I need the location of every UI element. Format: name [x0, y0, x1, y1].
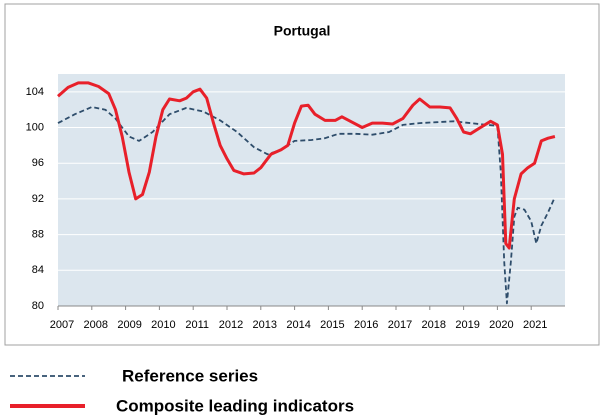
series-line — [57, 106, 556, 305]
y-tick-label: 100 — [26, 121, 44, 133]
x-tick-label: 2014 — [286, 319, 310, 331]
series-line — [57, 81, 556, 250]
x-tick-label: 2019 — [455, 319, 479, 331]
x-tick-label: 2010 — [151, 319, 175, 331]
legend-label: Composite leading indicators — [116, 396, 354, 415]
x-tick-label: 2013 — [253, 319, 277, 331]
x-tick-label: 2011 — [185, 319, 209, 331]
x-tick-label: 2012 — [219, 319, 243, 331]
x-tick-label: 2015 — [320, 319, 344, 331]
chart-title: Portugal — [274, 23, 331, 39]
y-tick-label: 96 — [32, 157, 44, 169]
y-tick-label: 104 — [26, 86, 44, 98]
legend-label: Reference series — [122, 366, 258, 385]
x-tick-label: 2018 — [422, 319, 446, 331]
y-tick-label: 88 — [32, 229, 44, 241]
x-tick-label: 2009 — [117, 319, 141, 331]
x-tick-label: 2017 — [388, 319, 412, 331]
x-tick-label: 2016 — [354, 319, 378, 331]
x-tick-label: 2007 — [50, 319, 74, 331]
y-tick-label: 84 — [32, 264, 44, 276]
x-tick-label: 2021 — [523, 319, 547, 331]
y-tick-label: 92 — [32, 193, 44, 205]
x-tick-label: 2020 — [489, 319, 513, 331]
x-tick-label: 2008 — [84, 319, 108, 331]
y-tick-label: 80 — [32, 300, 44, 312]
